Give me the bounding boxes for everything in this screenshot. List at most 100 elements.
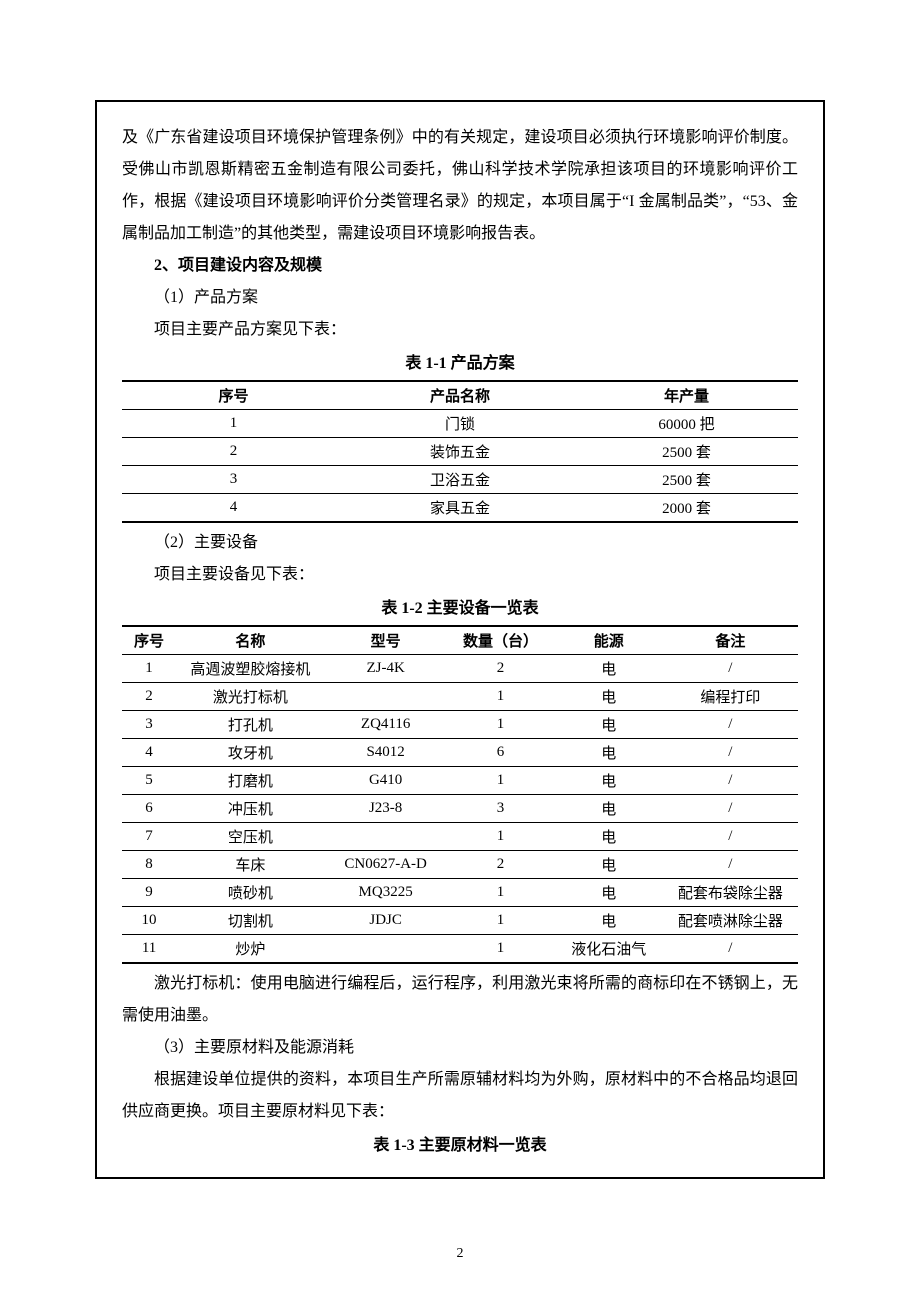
cell: 切割机: [176, 907, 325, 935]
cell: 1: [446, 907, 554, 935]
cell: 1: [122, 655, 176, 683]
cell: 电: [555, 795, 663, 823]
table-row: 9 喷砂机 MQ3225 1 电 配套布袋除尘器: [122, 879, 798, 907]
cell: [325, 683, 447, 711]
paragraph-1: 及《广东省建设项目环境保护管理条例》中的有关规定，建设项目必须执行环境影响评价制…: [122, 122, 798, 250]
cell: 高週波塑胶熔接机: [176, 655, 325, 683]
content-frame: 及《广东省建设项目环境保护管理条例》中的有关规定，建设项目必须执行环境影响评价制…: [95, 100, 825, 1179]
cell: /: [663, 739, 798, 767]
cell: 配套喷淋除尘器: [663, 907, 798, 935]
table-3-caption: 表 1-3 主要原材料一览表: [122, 1130, 798, 1162]
cell: /: [663, 851, 798, 879]
cell: 电: [555, 739, 663, 767]
cell: 4: [122, 494, 345, 523]
cell: 配套布袋除尘器: [663, 879, 798, 907]
caption-suffix: 产品方案: [447, 355, 515, 372]
cell: 电: [555, 683, 663, 711]
table-row: 8 车床 CN0627-A-D 2 电 /: [122, 851, 798, 879]
caption-suffix: 主要原材料一览表: [415, 1137, 547, 1154]
table-row: 11 炒炉 1 液化石油气 /: [122, 935, 798, 964]
table-row: 4 家具五金 2000 套: [122, 494, 798, 523]
cell: 1: [446, 935, 554, 964]
cell: G410: [325, 767, 447, 795]
caption-num: 1-1: [425, 355, 446, 372]
cell: /: [663, 767, 798, 795]
col-header: 数量（台）: [446, 626, 554, 655]
cell: J23-8: [325, 795, 447, 823]
cell: 1: [446, 823, 554, 851]
cell: 1: [446, 879, 554, 907]
caption-num: 1-3: [393, 1137, 414, 1154]
section-heading-2: 2、项目建设内容及规模: [122, 250, 798, 282]
table-header-row: 序号 产品名称 年产量: [122, 381, 798, 410]
cell: 空压机: [176, 823, 325, 851]
cell: 2500 套: [575, 466, 798, 494]
cell: 车床: [176, 851, 325, 879]
cell: CN0627-A-D: [325, 851, 447, 879]
cell: 卫浴五金: [345, 466, 575, 494]
cell: 电: [555, 879, 663, 907]
col-header: 备注: [663, 626, 798, 655]
cell: 2: [122, 683, 176, 711]
cell: 3: [446, 795, 554, 823]
table-header-row: 序号 名称 型号 数量（台） 能源 备注: [122, 626, 798, 655]
table-row: 5 打磨机 G410 1 电 /: [122, 767, 798, 795]
col-header: 型号: [325, 626, 447, 655]
cell: [325, 823, 447, 851]
table-row: 6 冲压机 J23-8 3 电 /: [122, 795, 798, 823]
col-header: 名称: [176, 626, 325, 655]
cell: 冲压机: [176, 795, 325, 823]
cell: 打孔机: [176, 711, 325, 739]
table-row: 3 打孔机 ZQ4116 1 电 /: [122, 711, 798, 739]
cell: 1: [122, 410, 345, 438]
col-header: 能源: [555, 626, 663, 655]
cell: 喷砂机: [176, 879, 325, 907]
cell: 电: [555, 767, 663, 795]
cell: 60000 把: [575, 410, 798, 438]
cell: 3: [122, 711, 176, 739]
cell: 2500 套: [575, 438, 798, 466]
table-row: 7 空压机 1 电 /: [122, 823, 798, 851]
cell: MQ3225: [325, 879, 447, 907]
cell: JDJC: [325, 907, 447, 935]
paragraph-3: 项目主要设备见下表：: [122, 559, 798, 591]
page-number: 2: [457, 1246, 464, 1262]
cell: /: [663, 795, 798, 823]
cell: /: [663, 711, 798, 739]
cell: ZQ4116: [325, 711, 447, 739]
col-header: 年产量: [575, 381, 798, 410]
paragraph-2: 项目主要产品方案见下表：: [122, 314, 798, 346]
cell: 4: [122, 739, 176, 767]
table-row: 2 装饰五金 2500 套: [122, 438, 798, 466]
cell: 液化石油气: [555, 935, 663, 964]
paragraph-4: 激光打标机：使用电脑进行编程后，运行程序，利用激光束将所需的商标印在不锈钢上，无…: [122, 968, 798, 1032]
cell: 打磨机: [176, 767, 325, 795]
col-header: 序号: [122, 626, 176, 655]
cell: 9: [122, 879, 176, 907]
cell: 装饰五金: [345, 438, 575, 466]
caption-num: 1-2: [401, 600, 422, 617]
table-row: 1 门锁 60000 把: [122, 410, 798, 438]
cell: 电: [555, 655, 663, 683]
table-row: 1 高週波塑胶熔接机 ZJ-4K 2 电 /: [122, 655, 798, 683]
table-2-caption: 表 1-2 主要设备一览表: [122, 593, 798, 625]
cell: 激光打标机: [176, 683, 325, 711]
subsection-3: （3）主要原材料及能源消耗: [122, 1032, 798, 1064]
cell: 3: [122, 466, 345, 494]
cell: 1: [446, 683, 554, 711]
cell: 7: [122, 823, 176, 851]
caption-prefix: 表: [381, 600, 401, 617]
col-header: 序号: [122, 381, 345, 410]
cell: 8: [122, 851, 176, 879]
subsection-2: （2）主要设备: [122, 527, 798, 559]
cell: 编程打印: [663, 683, 798, 711]
cell: /: [663, 823, 798, 851]
cell: 炒炉: [176, 935, 325, 964]
cell: 攻牙机: [176, 739, 325, 767]
cell: 11: [122, 935, 176, 964]
table-1: 序号 产品名称 年产量 1 门锁 60000 把 2 装饰五金 2500 套 3…: [122, 380, 798, 523]
cell: 2: [122, 438, 345, 466]
cell: 10: [122, 907, 176, 935]
table-row: 3 卫浴五金 2500 套: [122, 466, 798, 494]
table-2: 序号 名称 型号 数量（台） 能源 备注 1 高週波塑胶熔接机 ZJ-4K 2 …: [122, 625, 798, 964]
